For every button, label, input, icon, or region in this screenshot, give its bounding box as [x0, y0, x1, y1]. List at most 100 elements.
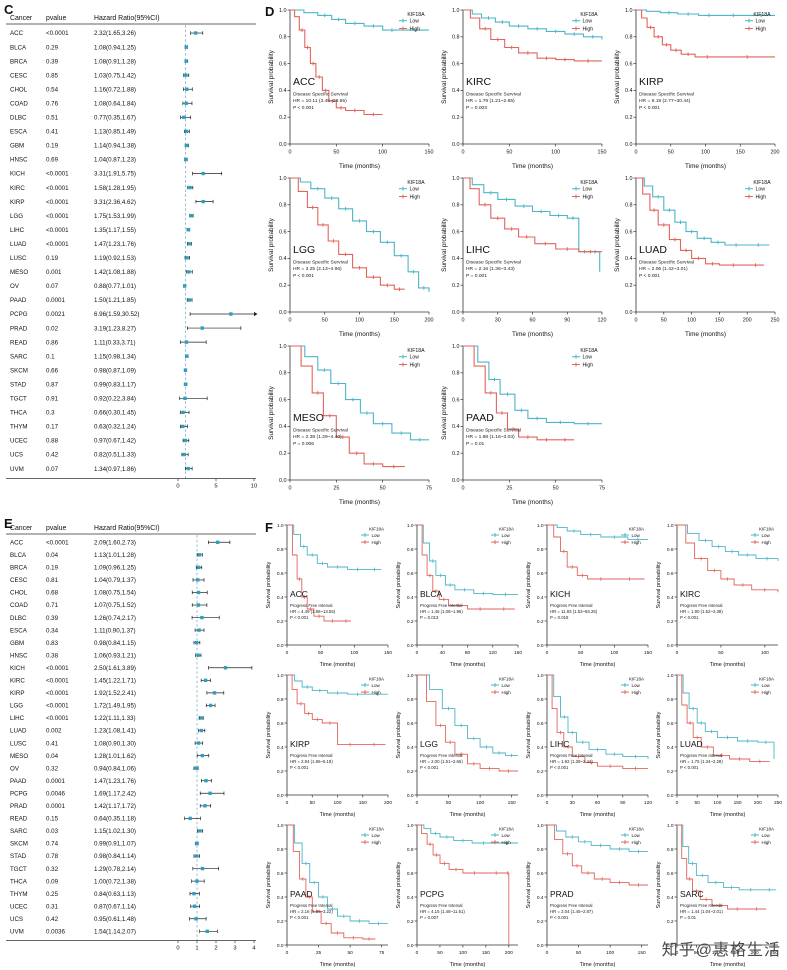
x-tick-label: 0 [462, 485, 465, 491]
forest-cell: THYM [10, 891, 28, 898]
x-tick-label: 0 [286, 650, 289, 656]
km-curve-high [636, 177, 764, 266]
y-tick-label: 0.8 [452, 203, 460, 209]
y-tick-label: 0.0 [277, 793, 284, 799]
km-plot-LGG: 0.0 0.2 0.4 0.6 0.8 1.0 0 50 100 150 Survival prob… [392, 668, 522, 818]
forest-cell: 0.0001 [46, 297, 65, 304]
annotation: HR = 1.88 (1.16~3.03) [466, 434, 515, 440]
hr-marker [203, 804, 207, 808]
forest-cell: 6.96(1.59,30.52) [94, 311, 139, 318]
hr-marker [196, 653, 200, 657]
legend-item: Low [410, 187, 420, 193]
annotation: P = 0.007 [420, 915, 439, 920]
forest-cell: 0.0001 [46, 803, 65, 810]
y-tick-label: 0.2 [279, 115, 287, 121]
cancer-name: KIRP [290, 739, 310, 749]
hr-marker [201, 199, 205, 204]
y-tick-label: 1.0 [667, 673, 674, 679]
km-svg-LGG: 0.0 0.2 0.4 0.6 0.8 1.0 0 50 100 150 200 Survival p… [268, 176, 434, 338]
y-tick-label: 0.4 [279, 88, 287, 94]
y-axis-label: Survival probability [266, 561, 272, 608]
forest-row-LUAD: LUAD <0.0001 1.47(1.23,1.76) [10, 241, 192, 248]
hr-marker [183, 396, 187, 401]
y-tick-label: 1.0 [279, 344, 287, 350]
y-tick-label: 0.0 [667, 943, 674, 949]
forest-cell: 0.0001 [46, 778, 65, 785]
y-axis-label: Survival probability [396, 861, 402, 908]
forest-cell: 0.85 [46, 72, 59, 79]
x-tick-label: 0 [289, 149, 292, 155]
legend-item: High [756, 194, 767, 200]
y-tick-label: 0.2 [625, 283, 633, 289]
y-tick-label: 1.0 [537, 673, 544, 679]
forest-cell: 0.71 [46, 602, 59, 609]
cancer-name: LUAD [639, 244, 667, 256]
forest-cell: 0.84(0.63,1.13) [94, 891, 136, 898]
legend-item: High [502, 840, 512, 845]
x-tick-label: 50 [322, 317, 328, 323]
legend-title: KIF18A [759, 527, 774, 532]
y-tick-label: 1.0 [667, 523, 674, 529]
x-axis-label: Time (months) [320, 662, 356, 668]
cancer-name: KIRC [680, 589, 700, 599]
y-tick-label: 0.0 [537, 793, 544, 799]
forest-cell: HNSC [10, 652, 28, 659]
forest-row-UVM: UVM 0.0036 1.54(1.14,2.07) [10, 929, 218, 936]
hr-marker [195, 879, 199, 883]
x-tick-label: 50 [310, 800, 316, 806]
forest-cell: OV [10, 283, 20, 290]
watermark: 知乎@惠格生活 [661, 942, 781, 959]
forest-cell: 0.99(0.83,1.17) [94, 381, 136, 388]
forest-cell: STAD [10, 853, 27, 860]
x-tick-label: 120 [598, 317, 607, 323]
y-tick-label: 0.8 [667, 697, 674, 703]
y-tick-label: 0.2 [279, 283, 287, 289]
forest-cell: 0.42 [46, 916, 59, 923]
annotation: HR = 11.93 (1.53~93.26) [550, 609, 598, 614]
axis-tick-label: 0 [176, 484, 179, 490]
y-tick-label: 0.0 [667, 643, 674, 649]
forest-cell: 0.07 [46, 283, 59, 290]
y-tick-label: 0.6 [279, 61, 287, 67]
forest-cell: COAD [10, 602, 28, 609]
forest-cell: 1.09(0.96,1.25) [94, 565, 136, 572]
y-tick-label: 1.0 [279, 8, 287, 14]
y-tick-label: 0.4 [667, 595, 674, 601]
y-tick-label: 1.0 [452, 8, 460, 14]
forest-cell: 0.88 [46, 438, 59, 445]
x-tick-label: 150 [598, 149, 607, 155]
hr-marker [181, 410, 185, 415]
forest-cell: 1.54(1.14,2.07) [94, 929, 136, 936]
forest-cell: TGCT [10, 396, 27, 403]
hr-marker [200, 326, 204, 330]
forest-row-SARC: SARC 0.1 1.15(0.98,1.34) [10, 353, 189, 360]
annotation: P = 0.013 [420, 615, 439, 620]
forest-row-GBM: GBM 0.83 0.98(0.84,1.15) [10, 640, 201, 647]
cancer-name: SARC [680, 889, 704, 899]
legend-item: High [502, 540, 512, 545]
y-tick-label: 0.8 [279, 371, 287, 377]
y-tick-label: 0.2 [407, 619, 414, 625]
legend-item: High [583, 194, 594, 200]
legend-item: Low [632, 833, 641, 838]
hr-marker [194, 917, 198, 921]
annotation: Disease Specific Survival [466, 428, 521, 434]
legend-title: KIF18A [629, 827, 644, 832]
annotation: Disease Specific Survival [639, 92, 694, 98]
forest-cell: 0.02 [46, 325, 59, 332]
forest-cell: 0.68 [46, 590, 59, 597]
y-tick-label: 0.4 [537, 595, 544, 601]
forest-row-CHOL: CHOL 0.68 1.08(0.75,1.54) [10, 590, 208, 597]
hr-marker [195, 841, 199, 846]
annotation: P = 0.01 [680, 915, 697, 920]
forest-cell: 1.29(0.78,2.14) [94, 866, 136, 873]
forest-cell: <0.0001 [46, 30, 69, 37]
y-tick-label: 1.0 [407, 823, 414, 829]
km-svg-MESO: 0.0 0.2 0.4 0.6 0.8 1.0 0 25 50 75 Survival probab… [268, 344, 432, 506]
forest-cell: 1.08(0.64,1.84) [94, 100, 136, 107]
forest-cell: 0.98(0.84,1.14) [94, 853, 136, 860]
y-tick-label: 0.0 [279, 142, 287, 148]
forest-cell: 0.31 [46, 903, 59, 910]
km-plot-LGG: 0.0 0.2 0.4 0.6 0.8 1.0 0 50 100 150 200 Survival p… [262, 170, 435, 338]
y-tick-label: 0.8 [277, 697, 284, 703]
